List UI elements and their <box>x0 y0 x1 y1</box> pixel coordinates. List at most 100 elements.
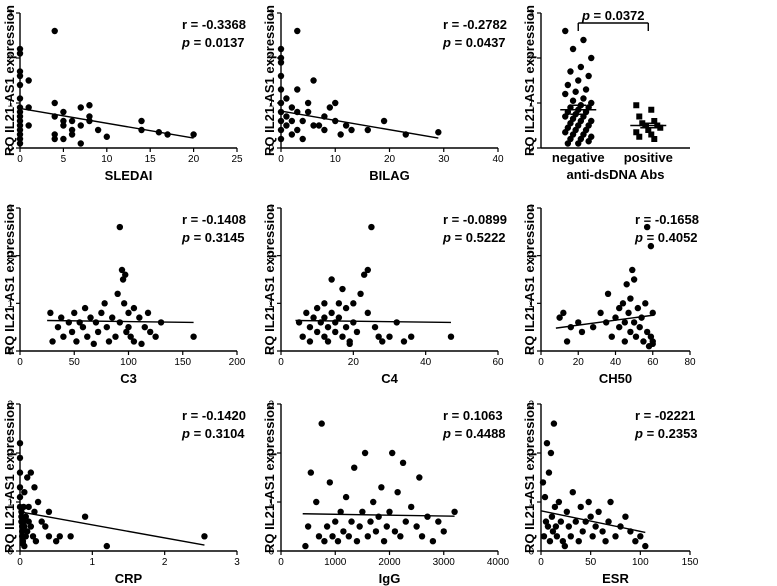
data-point <box>16 81 24 89</box>
data-point <box>103 323 111 331</box>
data-point <box>138 117 145 125</box>
data-point <box>38 518 45 525</box>
data-point <box>277 59 285 66</box>
data-point <box>364 533 371 540</box>
data-point <box>60 108 67 116</box>
data-point <box>565 523 573 530</box>
data-point <box>34 498 42 506</box>
data-point <box>130 304 138 312</box>
data-point <box>597 309 604 317</box>
data-point <box>372 528 380 535</box>
data-point <box>77 104 84 111</box>
data-point <box>16 108 24 116</box>
y-tick-label: 2 <box>268 251 274 262</box>
data-point <box>299 135 306 143</box>
data-point <box>643 328 651 336</box>
regression-line <box>295 319 451 324</box>
y-tick-label: 1 <box>528 299 534 310</box>
r-value-label: r = -0.0899 <box>443 212 507 227</box>
regression-line <box>302 513 455 517</box>
data-point <box>79 323 87 331</box>
y-tick-label: 3 <box>268 9 274 20</box>
data-point <box>306 323 314 331</box>
data-point-negative <box>588 54 595 62</box>
data-point <box>101 300 108 307</box>
data-point <box>68 126 76 134</box>
data-point <box>348 126 355 134</box>
x-axis-label: C4 <box>381 371 398 386</box>
r-value-label: r = 0.1063 <box>443 408 503 423</box>
data-point <box>304 99 312 107</box>
data-point <box>342 304 350 312</box>
data-point <box>16 454 24 462</box>
regression-line <box>19 511 205 546</box>
p-value-label: p = 0.3145 <box>181 230 245 245</box>
x-tick-label: 200 <box>229 357 246 368</box>
data-point <box>360 271 368 278</box>
data-point <box>637 533 644 540</box>
y-axis-label: RQ IL21-AS1 expression <box>2 5 17 156</box>
data-point <box>190 333 197 340</box>
data-point <box>621 338 629 345</box>
data-point <box>579 528 586 535</box>
data-point <box>25 77 32 84</box>
x-axis-label: CRP <box>115 571 143 586</box>
data-point-positive <box>651 136 658 142</box>
y-axis-label: RQ IL21-AS1 expression <box>522 204 537 355</box>
data-point <box>589 533 596 540</box>
data-point <box>310 314 317 321</box>
data-point <box>592 523 599 530</box>
data-point <box>371 323 379 331</box>
data-point <box>550 420 558 427</box>
data-point <box>54 323 62 331</box>
x-tick-label: 2000 <box>378 557 401 568</box>
data-point <box>378 484 385 491</box>
x-tick-label: 60 <box>492 357 504 368</box>
x-tick-label: 0 <box>538 357 544 368</box>
data-point <box>127 333 134 340</box>
data-point <box>429 538 437 545</box>
data-point <box>345 533 353 540</box>
data-point <box>561 542 569 550</box>
y-axis-label: RQ IL21-AS1 expression <box>262 5 277 156</box>
data-point <box>16 117 24 125</box>
data-point-negative <box>562 129 569 136</box>
data-point <box>20 518 27 525</box>
data-point <box>549 528 557 535</box>
data-point <box>642 542 649 550</box>
data-point <box>556 314 563 321</box>
x-tick-label: 20 <box>573 357 585 368</box>
data-point <box>546 538 554 545</box>
data-point-positive <box>636 133 643 140</box>
x-tick-label: 0 <box>17 154 23 165</box>
y-tick-label: 1 <box>268 99 274 110</box>
data-point <box>627 295 634 302</box>
data-point <box>277 72 285 80</box>
x-tick-label: 150 <box>682 557 699 568</box>
data-point <box>563 508 571 515</box>
data-point <box>408 503 415 511</box>
data-point <box>375 333 382 340</box>
data-point <box>21 489 28 496</box>
data-point <box>435 129 442 136</box>
data-point <box>49 338 56 345</box>
y-tick-label: 2 <box>528 449 534 460</box>
x-axis-label: ESR <box>602 571 629 586</box>
data-point <box>619 300 627 307</box>
data-point <box>585 498 592 506</box>
data-point <box>612 314 619 321</box>
data-point <box>114 290 121 297</box>
p-value-label: p = 0.3104 <box>181 426 245 441</box>
data-point <box>81 304 89 312</box>
data-point <box>321 538 328 545</box>
data-point <box>321 126 328 134</box>
data-point <box>310 77 317 84</box>
data-point <box>92 319 100 326</box>
data-point <box>318 420 325 427</box>
r-value-label: r = -0.3368 <box>182 17 246 32</box>
data-point <box>621 319 629 326</box>
p-value-label: p = 0.4488 <box>442 426 506 441</box>
data-point <box>542 518 550 525</box>
data-point <box>559 538 567 545</box>
